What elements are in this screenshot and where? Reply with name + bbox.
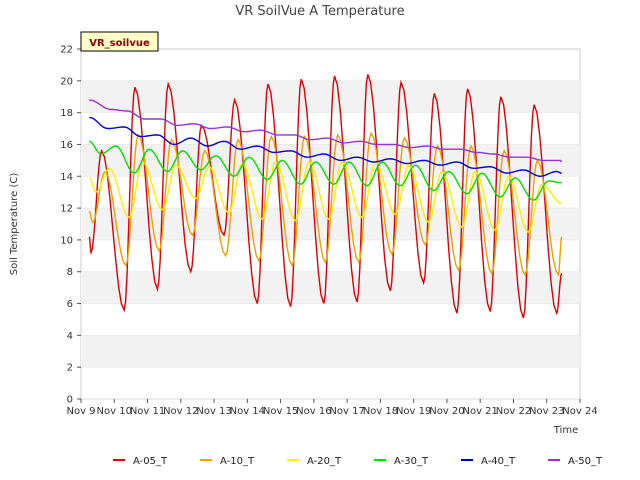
- y-tick-label: 12: [60, 204, 73, 215]
- grid-band: [81, 335, 580, 368]
- legend-label: A-05_T: [133, 456, 168, 467]
- x-tick-label: Nov 14: [230, 406, 265, 417]
- x-tick-label: Nov 22: [496, 406, 531, 417]
- legend-label: A-50_T: [568, 456, 603, 467]
- legend: A-05_T A-10_T A-20_T A-30_T A-40_T A-50_T: [113, 456, 603, 467]
- y-tick-label: 20: [60, 76, 73, 87]
- series-lines: [88, 74, 563, 319]
- y-tick-label: 10: [60, 235, 73, 246]
- x-tick-label: Nov 12: [163, 406, 198, 417]
- y-tick-label: 18: [60, 108, 73, 119]
- grid-band: [81, 271, 580, 304]
- y-tick-label: 6: [67, 299, 73, 310]
- legend-label: A-10_T: [220, 456, 255, 467]
- y-tick-label: 22: [60, 45, 73, 56]
- series-line-a-10-t: [88, 131, 563, 277]
- y-tick-label: 2: [67, 363, 73, 374]
- y-tick-label: 16: [60, 140, 73, 151]
- x-tick-label: Nov 11: [130, 406, 165, 417]
- grid-band: [81, 80, 580, 113]
- series-line-a-30-t: [89, 140, 562, 201]
- legend-label: A-20_T: [307, 456, 342, 467]
- x-tick-label: Nov 13: [196, 406, 231, 417]
- legend-label: A-30_T: [394, 456, 429, 467]
- x-tick-label: Nov 17: [329, 406, 364, 417]
- y-tick-label: 0: [67, 395, 73, 406]
- x-tick-label: Nov 24: [562, 406, 597, 417]
- x-tick-label: Nov 23: [529, 406, 564, 417]
- y-tick-label: 4: [67, 331, 73, 342]
- y-tick-label: 8: [67, 267, 73, 278]
- series-line-a-05-t: [88, 74, 563, 319]
- x-tick-label: Nov 18: [363, 406, 398, 417]
- legend-label: A-40_T: [481, 456, 516, 467]
- x-tick-label: Nov 21: [462, 406, 497, 417]
- series-line-a-50-t: [89, 99, 563, 163]
- y-tick-label: 14: [60, 172, 73, 183]
- x-tick-label: Nov 20: [429, 406, 464, 417]
- x-tick-label: Nov 16: [296, 406, 331, 417]
- x-axis-label: Time: [553, 425, 578, 436]
- series-line-a-40-t: [89, 116, 562, 178]
- x-tick-label: Nov 9: [66, 406, 95, 417]
- x-tick-label: Nov 10: [97, 406, 132, 417]
- chart-title: VR SoilVue A Temperature: [235, 4, 404, 19]
- badge: VR_soilvue: [80, 31, 159, 52]
- x-tick-label: Nov 15: [263, 406, 298, 417]
- y-axis-ticks: 0 2 4 6 8 10 12 14 16 18 20 22: [60, 45, 81, 406]
- y-axis-label: Soil Temperature (C): [9, 173, 20, 276]
- badge-label: VR_soilvue: [89, 38, 150, 49]
- x-tick-label: Nov 19: [396, 406, 431, 417]
